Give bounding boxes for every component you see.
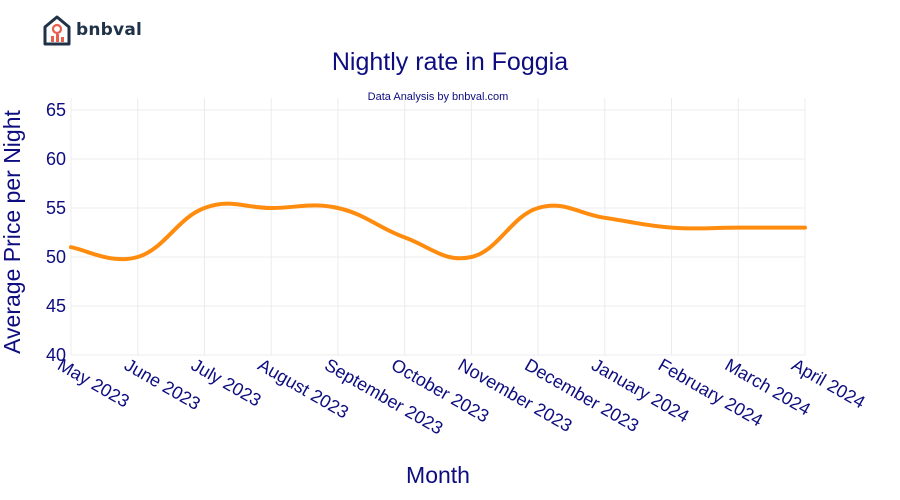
brand-logo: bnbval [42,14,142,46]
x-axis-label: Month [406,462,470,488]
y-axis-label: Average Price per Night [0,110,25,354]
y-tick-label: 40 [46,345,66,365]
y-axis-ticks: 40 45 50 55 60 65 [46,100,66,365]
x-tick-label: December 2023 [521,355,642,436]
x-tick-label: June 2023 [121,355,204,414]
chart-subtitle: Data Analysis by bnbval.com [368,91,509,103]
brand-name: bnbval [76,20,143,40]
chart-title: Nightly rate in Foggia [332,48,568,76]
x-tick-label: November 2023 [455,355,576,436]
x-tick-label: September 2023 [321,355,446,439]
y-tick-label: 60 [46,149,66,169]
y-tick-label: 55 [46,198,66,218]
series-line [69,201,807,262]
x-tick-label: May 2023 [54,355,132,412]
y-tick-label: 50 [46,247,66,267]
grid-lines [70,98,806,356]
y-tick-label: 65 [46,100,66,120]
house-chart-icon [43,15,71,46]
y-tick-label: 45 [46,296,66,316]
